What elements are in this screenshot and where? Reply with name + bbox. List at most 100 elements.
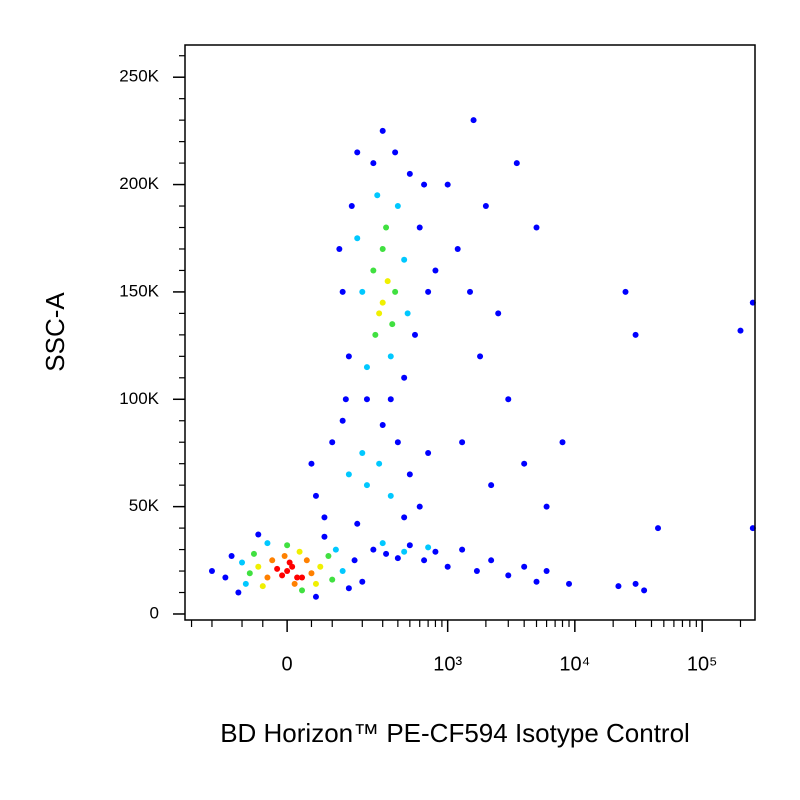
x-tick-label: 10⁴ xyxy=(559,653,590,675)
event-dot xyxy=(421,557,428,564)
x-tick-label: 10³ xyxy=(433,653,462,675)
event-dot xyxy=(348,203,355,210)
event-dot xyxy=(308,570,315,577)
event-dot xyxy=(559,439,566,446)
event-dot xyxy=(246,570,253,577)
event-dot xyxy=(641,587,648,594)
event-dot xyxy=(533,224,540,231)
event-dot xyxy=(359,449,366,456)
event-dot xyxy=(401,374,408,381)
event-dot xyxy=(394,203,401,210)
y-tick-label: 150K xyxy=(119,281,159,300)
event-dot xyxy=(632,580,639,587)
event-dot xyxy=(342,396,349,403)
plot-area xyxy=(208,117,756,600)
event-dot xyxy=(737,327,744,334)
event-dot xyxy=(372,331,379,338)
event-dot xyxy=(394,439,401,446)
event-dot xyxy=(444,563,451,570)
event-dot xyxy=(329,439,336,446)
event-dot xyxy=(543,503,550,510)
event-dot xyxy=(615,583,622,590)
event-dot xyxy=(242,580,249,587)
event-dot xyxy=(374,192,381,199)
event-dot xyxy=(339,568,346,575)
event-dot xyxy=(387,396,394,403)
event-dot xyxy=(339,417,346,424)
event-dot xyxy=(425,449,432,456)
event-dot xyxy=(416,224,423,231)
event-dot xyxy=(336,245,343,252)
event-dot xyxy=(379,422,386,429)
event-dot xyxy=(329,576,336,583)
event-dot xyxy=(222,574,229,581)
event-dot xyxy=(286,559,293,566)
event-dot xyxy=(387,492,394,499)
event-dot xyxy=(281,553,288,560)
event-dot xyxy=(389,321,396,328)
event-dot xyxy=(513,160,520,167)
event-dot xyxy=(363,396,370,403)
event-dot xyxy=(264,574,271,581)
event-dot xyxy=(345,471,352,478)
x-tick-label: 10⁵ xyxy=(687,653,718,675)
event-dot xyxy=(467,288,474,295)
event-dot xyxy=(379,540,386,547)
event-dot xyxy=(363,364,370,371)
event-dot xyxy=(250,550,257,557)
event-dot xyxy=(351,557,358,564)
event-dot xyxy=(325,553,332,560)
plot-frame xyxy=(184,44,756,621)
event-dot xyxy=(488,482,495,489)
event-dot xyxy=(387,353,394,360)
event-dot xyxy=(259,583,266,590)
event-dot xyxy=(401,256,408,263)
y-tick-label: 250K xyxy=(119,67,159,86)
y-tick-label: 100K xyxy=(119,389,159,408)
event-dot xyxy=(291,580,298,587)
event-dot xyxy=(495,310,502,317)
event-dot xyxy=(264,540,271,547)
event-dot xyxy=(354,520,361,527)
event-dot xyxy=(404,310,411,317)
event-dot xyxy=(339,288,346,295)
event-dot xyxy=(477,353,484,360)
event-dot xyxy=(632,331,639,338)
event-dot xyxy=(359,578,366,585)
event-dot xyxy=(312,593,319,600)
event-dot xyxy=(379,299,386,306)
event-dot xyxy=(392,288,399,295)
event-dot xyxy=(533,578,540,585)
event-dot xyxy=(235,589,242,596)
event-dot xyxy=(354,235,361,242)
event-dot xyxy=(370,160,377,167)
event-dot xyxy=(370,267,377,274)
event-dot xyxy=(383,224,390,231)
event-dot xyxy=(359,288,366,295)
event-dot xyxy=(444,181,451,188)
event-dot xyxy=(284,542,291,549)
event-dot xyxy=(354,149,361,156)
event-dot xyxy=(401,514,408,521)
event-dot xyxy=(370,546,377,553)
event-dot xyxy=(312,492,319,499)
event-dot xyxy=(425,288,432,295)
event-dot xyxy=(432,267,439,274)
y-axis-title: SSC-A xyxy=(40,292,70,372)
event-dot xyxy=(279,572,286,579)
event-dot xyxy=(521,460,528,467)
event-dot xyxy=(208,568,215,575)
event-dot xyxy=(421,181,428,188)
event-dot xyxy=(394,555,401,562)
event-dot xyxy=(321,533,328,540)
y-tick-label: 200K xyxy=(119,174,159,193)
event-dot xyxy=(505,572,512,579)
x-tick-label: 0 xyxy=(282,653,293,675)
event-dot xyxy=(228,553,235,560)
x-axis-title: BD Horizon™ PE-CF594 Isotype Control xyxy=(220,718,690,748)
event-dot xyxy=(505,396,512,403)
event-dot xyxy=(296,548,303,555)
event-dot xyxy=(299,574,306,581)
event-dot xyxy=(379,127,386,134)
